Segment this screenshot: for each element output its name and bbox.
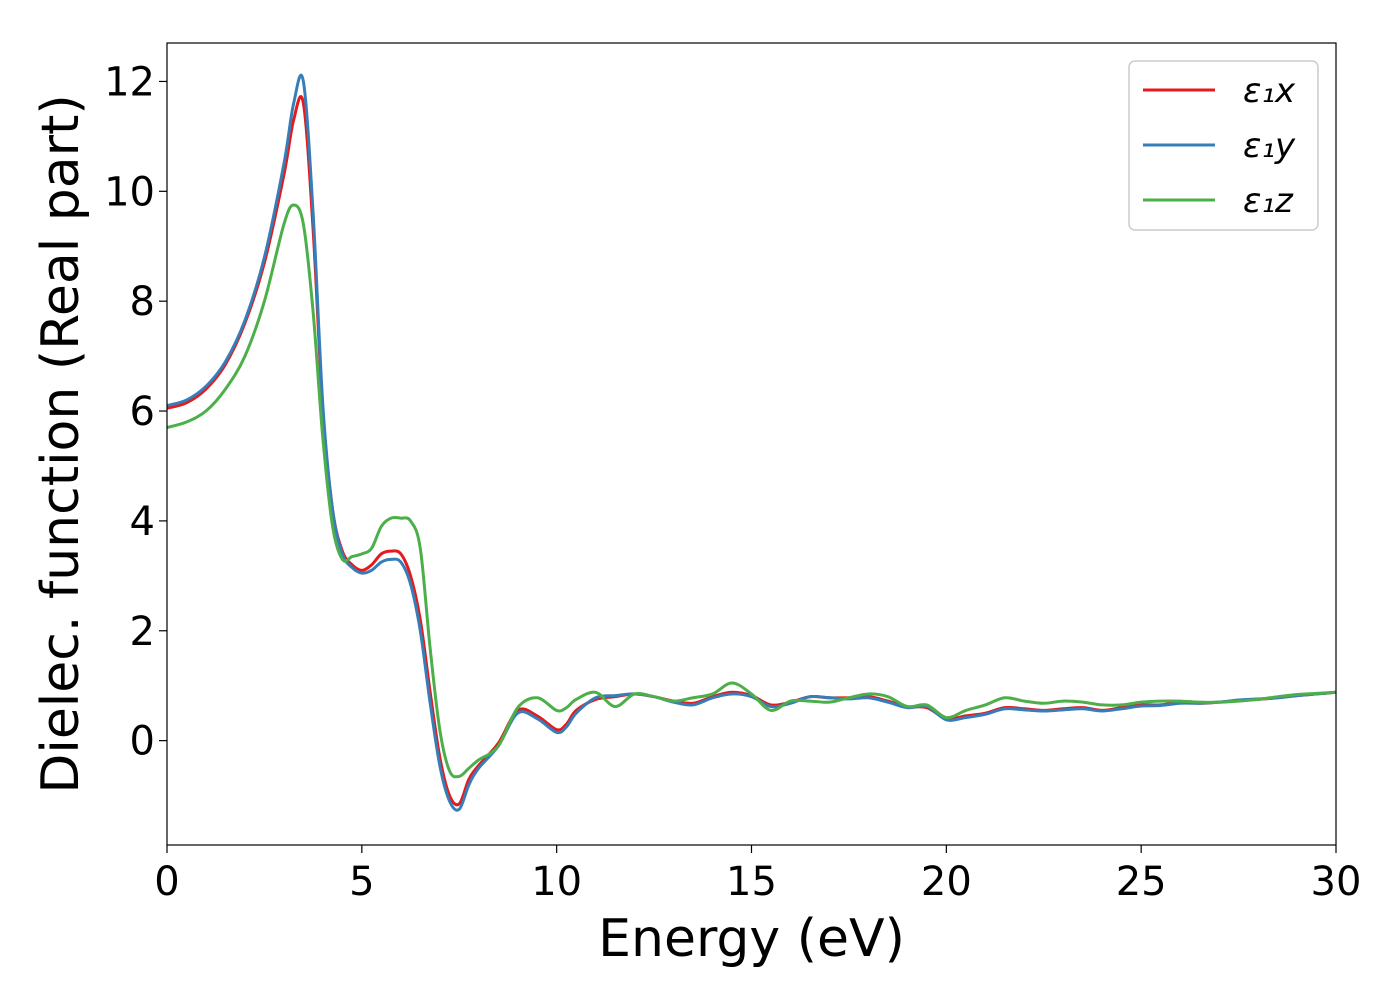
x-axis-ticks: 0 5 10 15 20 25 30 — [154, 845, 1361, 905]
x-axis-title: Energy (eV) — [598, 909, 905, 969]
legend-label-3: ε₁z — [1243, 181, 1294, 221]
x-tick-label: 0 — [154, 859, 179, 905]
legend-label-1: ε₁x — [1243, 71, 1296, 111]
y-tick-label: 10 — [104, 169, 155, 215]
series-lines — [167, 73, 1336, 812]
legend-label-2: ε₁y — [1243, 126, 1296, 166]
y-tick-label: 12 — [104, 59, 155, 105]
y-tick-label: 6 — [130, 389, 155, 435]
x-tick-label: 5 — [349, 859, 374, 905]
y-tick-label: 8 — [130, 279, 155, 325]
legend: ε₁x ε₁y ε₁z — [1128, 60, 1319, 231]
legend-box — [1128, 60, 1319, 231]
x-tick-label: 20 — [921, 859, 972, 905]
y-tick-label: 2 — [130, 609, 155, 655]
series-line-2 — [167, 73, 1336, 812]
x-tick-label: 25 — [1116, 859, 1167, 905]
x-tick-label: 15 — [726, 859, 777, 905]
legend-items: ε₁x ε₁y ε₁z — [1143, 71, 1296, 221]
y-tick-label: 4 — [130, 499, 155, 545]
x-tick-label: 10 — [531, 859, 582, 905]
y-axis-title: Dielec. function (Real part) — [31, 94, 91, 793]
x-tick-label: 30 — [1311, 859, 1362, 905]
y-tick-label: 0 — [130, 719, 155, 765]
y-axis-ticks: 0 2 4 6 8 10 12 — [104, 59, 167, 765]
series-line-3 — [167, 203, 1336, 779]
